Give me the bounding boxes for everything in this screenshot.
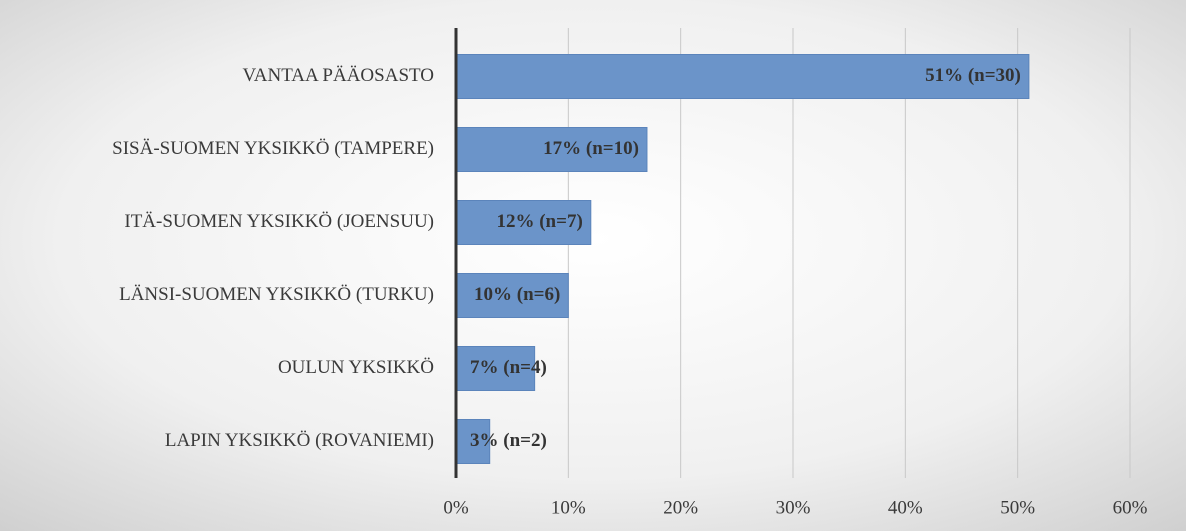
x-tick-label: 50%: [1000, 497, 1035, 518]
data-label: 10% (n=6): [474, 284, 560, 305]
data-label: 17% (n=10): [543, 138, 639, 159]
x-tick-label: 40%: [888, 497, 923, 518]
y-tick-label: ITÄ-SUOMEN YKSIKKÖ (JOENSUU): [124, 211, 434, 232]
y-tick-label: SISÄ-SUOMEN YKSIKKÖ (TAMPERE): [112, 138, 434, 159]
bar: [455, 54, 1030, 99]
y-tick-label: VANTAA PÄÄOSASTO: [242, 65, 434, 86]
x-tick-label: 10%: [551, 497, 586, 518]
x-tick-label: 30%: [776, 497, 811, 518]
y-tick-label: OULUN YKSIKKÖ: [278, 357, 434, 378]
y-tick-label: LÄNSI-SUOMEN YKSIKKÖ (TURKU): [119, 284, 434, 305]
data-label: 12% (n=7): [496, 211, 582, 232]
x-tick-label: 60%: [1113, 497, 1148, 518]
y-tick-label: LAPIN YKSIKKÖ (ROVANIEMI): [165, 430, 434, 451]
data-label: 3% (n=2): [470, 430, 547, 451]
x-tick-label: 20%: [663, 497, 698, 518]
x-tick-label: 0%: [443, 497, 469, 518]
labels: 0% 10% 20% 30% 40% 50% 60% VANTAA PÄÄOSASTO 51% …: [112, 65, 1147, 519]
data-label: 7% (n=4): [470, 357, 547, 378]
bars: [454, 28, 1030, 478]
data-label: 51% (n=30): [925, 65, 1021, 86]
